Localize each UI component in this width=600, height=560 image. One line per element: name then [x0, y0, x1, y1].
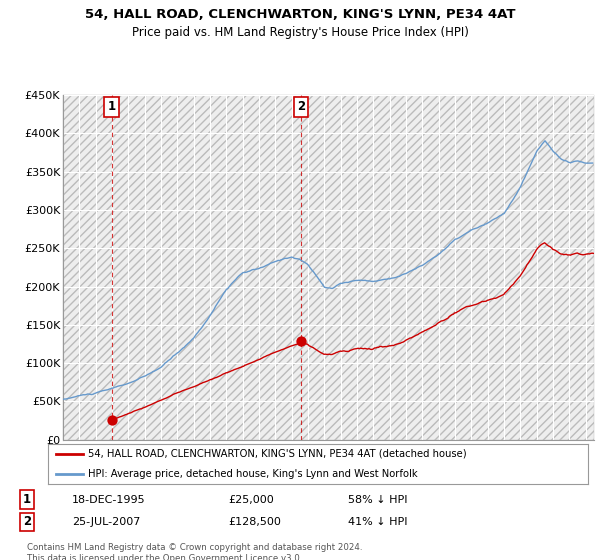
Bar	[63, 95, 594, 440]
Text: £128,500: £128,500	[228, 517, 281, 527]
Text: 2: 2	[297, 100, 305, 113]
Text: £25,000: £25,000	[228, 494, 274, 505]
Text: 1: 1	[107, 100, 116, 113]
Text: 25-JUL-2007: 25-JUL-2007	[72, 517, 140, 527]
Point	[107, 416, 116, 425]
Text: 58% ↓ HPI: 58% ↓ HPI	[348, 494, 407, 505]
Point	[296, 337, 305, 346]
Text: 2: 2	[23, 515, 31, 529]
Text: 1: 1	[23, 493, 31, 506]
Text: 41% ↓ HPI: 41% ↓ HPI	[348, 517, 407, 527]
Text: 54, HALL ROAD, CLENCHWARTON, KING'S LYNN, PE34 4AT (detached house): 54, HALL ROAD, CLENCHWARTON, KING'S LYNN…	[89, 449, 467, 459]
Text: HPI: Average price, detached house, King's Lynn and West Norfolk: HPI: Average price, detached house, King…	[89, 469, 418, 479]
Text: 54, HALL ROAD, CLENCHWARTON, KING'S LYNN, PE34 4AT: 54, HALL ROAD, CLENCHWARTON, KING'S LYNN…	[85, 8, 515, 21]
Text: Price paid vs. HM Land Registry's House Price Index (HPI): Price paid vs. HM Land Registry's House …	[131, 26, 469, 39]
Text: Contains HM Land Registry data © Crown copyright and database right 2024.
This d: Contains HM Land Registry data © Crown c…	[27, 543, 362, 560]
Text: 18-DEC-1995: 18-DEC-1995	[72, 494, 146, 505]
